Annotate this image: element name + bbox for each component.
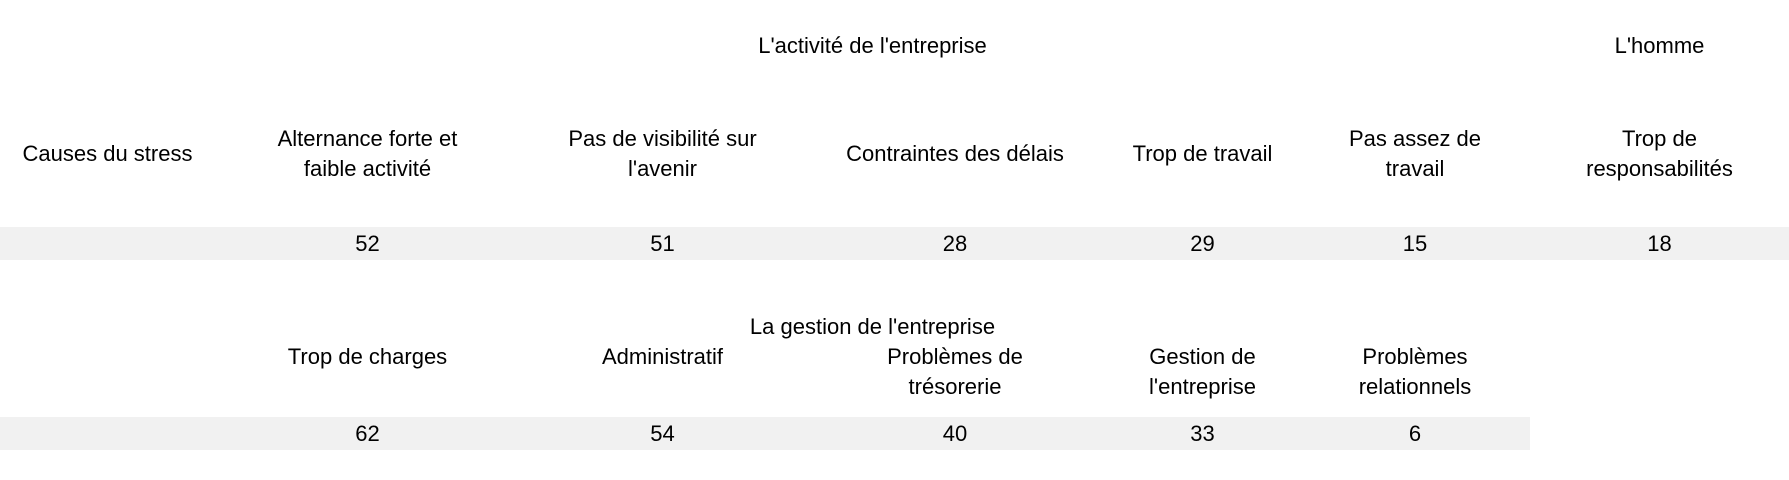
value-cell: 6 [1408,420,1422,446]
group-header-row-2: La gestion de l'entreprise [0,312,1789,342]
column-header-alternance: Alternance forte et faible activité [277,126,458,181]
value-cell: 29 [1190,230,1215,256]
column-header-trop-travail: Trop de travail [1132,141,1273,166]
column-header-responsabilites: Trop de responsabilités [1586,126,1733,181]
column-header-row-1: Causes du stress Alternance forte et fai… [0,114,1789,194]
column-header-visibilite: Pas de visibilité sur l'avenir [568,126,757,181]
value-cell: 33 [1190,420,1215,446]
column-header-contraintes-delais: Contraintes des délais [846,141,1064,166]
column-header-problemes-relationnels: Problèmes relationnels [1358,344,1472,399]
group-header-activite: L'activité de l'entreprise [758,33,987,58]
value-row-2: 62 54 40 33 6 [0,417,1530,450]
value-cell: 52 [355,230,380,256]
value-cell: 15 [1402,230,1428,256]
value-cell: 51 [650,230,675,256]
column-header-gestion-entreprise: Gestion de l'entreprise [1149,344,1256,399]
column-header-pas-assez-travail: Pas assez de travail [1348,126,1482,181]
column-header-tresorerie: Problèmes de trésorerie [887,344,1023,399]
column-header-administratif: Administratif [601,344,724,369]
column-header-trop-charges: Trop de charges [287,344,448,369]
group-header-homme: L'homme [1614,33,1705,58]
row-label-causes-du-stress: Causes du stress [22,141,193,166]
group-header-row-1: L'activité de l'entreprise L'homme [0,26,1789,66]
group-header-gestion: La gestion de l'entreprise [749,314,996,339]
value-cell: 54 [650,420,675,446]
value-row-1: 52 51 28 29 15 18 [0,227,1789,260]
value-cell: 28 [942,230,968,256]
value-cell: 40 [942,420,968,446]
value-cell: 62 [355,420,380,446]
value-cell: 18 [1647,230,1672,256]
column-header-row-2: Trop de charges Administratif Problèmes … [0,342,1789,404]
